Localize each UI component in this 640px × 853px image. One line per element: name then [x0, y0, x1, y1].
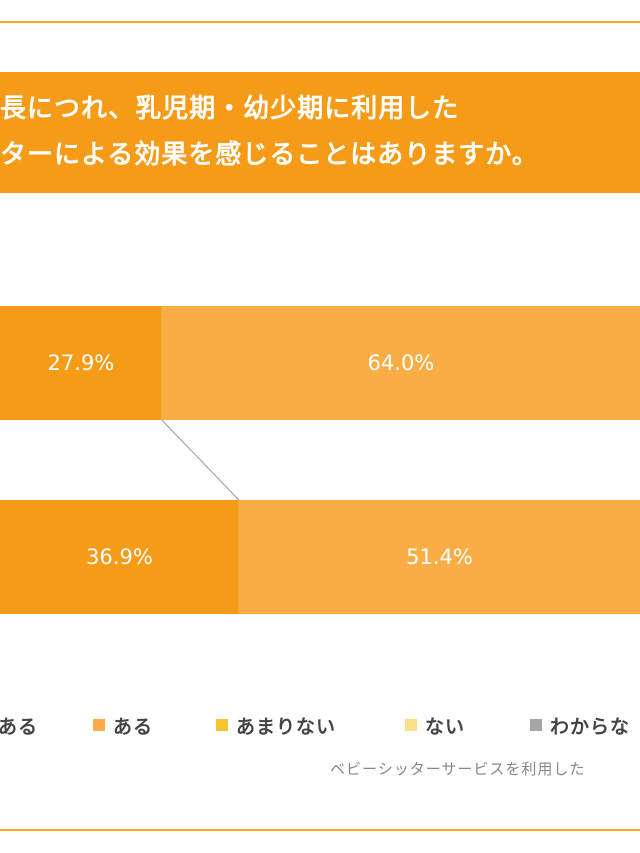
- bar-segment-1-1: [0, 306, 162, 420]
- question-title-line-1: 長につれ、乳児期・幼少期に利用した: [0, 94, 460, 124]
- bar-segment-1-2: [161, 306, 640, 420]
- question-title-line-2: ターによる効果を感じることはありますか。: [0, 140, 539, 170]
- question-banner: 長につれ、乳児期・幼少期に利用した ターによる効果を感じることはありますか。: [0, 72, 640, 193]
- legend-label-1: ある: [0, 715, 39, 738]
- legend-item-5: わからな: [530, 710, 630, 740]
- top-border: [0, 21, 640, 23]
- chart-legend: ある ある あまりない ない わからな: [0, 710, 640, 740]
- source-note: ベビーシッターサービスを利用した: [330, 760, 586, 778]
- legend-item-4: ない: [405, 710, 465, 740]
- legend-label-2: ある: [113, 715, 154, 738]
- bar-segment-2-1: [0, 500, 239, 614]
- legend-swatch-5: [530, 719, 542, 731]
- bar-label-2-2: 51.4%: [406, 545, 473, 569]
- bottom-border: [0, 829, 640, 831]
- legend-item-1: ある: [0, 710, 38, 740]
- legend-item-3: あまりない: [216, 710, 336, 740]
- legend-item-2: ある: [93, 710, 153, 740]
- legend-label-3: あまりない: [236, 715, 337, 738]
- legend-swatch-2: [93, 719, 105, 731]
- legend-label-4: ない: [425, 715, 466, 738]
- legend-label-5: わからな: [550, 715, 631, 738]
- bar-label-1-2: 64.0%: [368, 351, 435, 375]
- legend-swatch-3: [216, 719, 228, 731]
- legend-swatch-4: [405, 719, 417, 731]
- bar-segment-2-2: [238, 500, 640, 614]
- connector-line: [161, 419, 240, 501]
- bar-label-1-1: 27.9%: [48, 351, 115, 375]
- bar-label-2-1: 36.9%: [86, 545, 153, 569]
